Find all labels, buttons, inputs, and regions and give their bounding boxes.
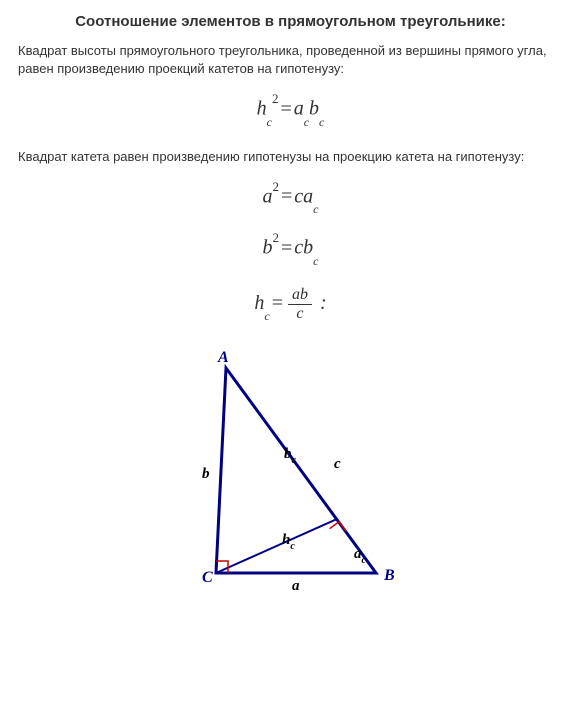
f2-rhs2-sub: c <box>313 202 318 216</box>
svg-text:A: A <box>217 349 229 366</box>
f1-lhs-base: h <box>257 98 267 120</box>
f1-rhs1-sub: c <box>304 115 309 129</box>
triangle-svg: ABCabcbcachc <box>176 348 406 598</box>
equals-sign: = <box>278 98 293 120</box>
svg-text:bc: bc <box>284 446 297 466</box>
svg-text:B: B <box>383 567 395 584</box>
f3-rhs2-sub: c <box>313 254 318 268</box>
f2-rhs1: c <box>294 185 303 207</box>
paragraph-2: Квадрат катета равен произведению гипоте… <box>18 148 563 166</box>
page-title: Соотношение элементов в прямоугольном тр… <box>18 12 563 32</box>
f1-lhs-sup: 2 <box>272 91 279 106</box>
equals-sign: = <box>279 185 294 207</box>
svg-text:ac: ac <box>354 546 367 566</box>
f3-lhs-base: b <box>263 237 273 259</box>
f1-rhs1: a <box>294 98 304 120</box>
formula-b2: b2=cbc <box>18 235 563 261</box>
f2-lhs-base: a <box>263 185 273 207</box>
f3-rhs1: c <box>294 237 303 259</box>
f2-rhs2: a <box>303 185 313 207</box>
svg-text:b: b <box>202 466 210 482</box>
f4-lhs-base: h <box>254 292 264 314</box>
svg-text:hc: hc <box>282 532 295 552</box>
formula-hc2: hc2=acbc <box>18 96 563 122</box>
svg-text:C: C <box>202 569 213 586</box>
f3-rhs2: b <box>303 237 313 259</box>
f4-lhs-sub: c <box>264 309 269 323</box>
f3-lhs-sup: 2 <box>273 230 280 245</box>
f4-num: ab <box>288 287 312 305</box>
paragraph-1: Квадрат высоты прямоугольного треугольни… <box>18 42 563 78</box>
svg-text:a: a <box>292 578 300 594</box>
equals-sign: = <box>279 237 294 259</box>
f4-tail: : <box>320 292 327 314</box>
f1-rhs2-sub: c <box>319 115 324 129</box>
triangle-figure: ABCabcbcachc <box>18 348 563 603</box>
formula-hc-frac: hc=abc : <box>18 287 563 322</box>
fraction: abc <box>288 287 312 322</box>
f2-lhs-sup: 2 <box>273 179 280 194</box>
f1-lhs-sub: c <box>267 115 272 129</box>
equals-sign: = <box>270 292 285 314</box>
f1-rhs2: b <box>309 98 319 120</box>
svg-text:c: c <box>334 456 341 472</box>
formula-a2: a2=cac <box>18 184 563 210</box>
f4-den: c <box>288 305 312 322</box>
